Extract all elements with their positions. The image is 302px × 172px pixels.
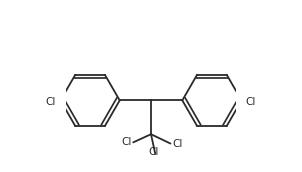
Text: Cl: Cl <box>46 97 56 107</box>
Text: Cl: Cl <box>172 138 182 149</box>
Text: Cl: Cl <box>121 137 132 147</box>
Text: Cl: Cl <box>246 97 256 107</box>
Text: Cl: Cl <box>148 147 159 157</box>
